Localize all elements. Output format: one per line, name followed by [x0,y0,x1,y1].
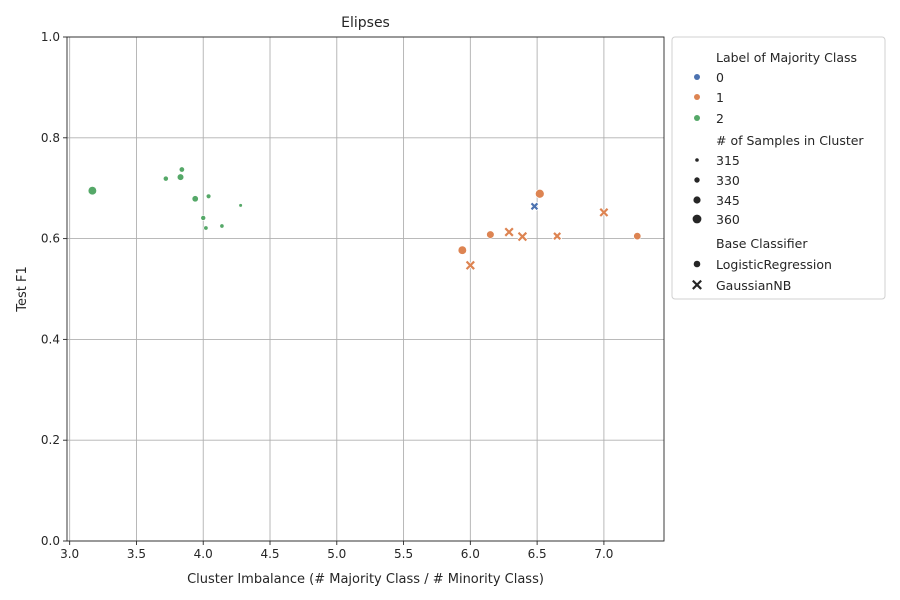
data-points [87,166,642,271]
data-point-x-stroke [517,231,528,242]
legend-hue-marker [694,94,700,100]
data-point-x-stroke [504,227,514,237]
chart-title: Elipses [341,15,390,31]
legend-size-label: 345 [716,193,740,208]
data-point-circle [191,195,199,203]
y-tick-label: 0.8 [41,131,60,145]
data-point-x-stroke [465,260,475,270]
y-tick-label: 1.0 [41,30,60,44]
legend-style-label: GaussianNB [716,278,791,293]
legend-hue-marker [694,115,700,121]
data-point-x [529,201,540,212]
legend-size-title: # of Samples in Cluster [716,133,864,148]
data-point-x-stroke [553,232,562,241]
legend-size-label: 315 [716,153,740,168]
legend-hue-marker [694,74,700,80]
data-point-circle [633,232,642,241]
legend-size-label: 330 [716,173,740,188]
x-tick-label: 5.5 [394,547,413,561]
data-point-circle [178,166,185,173]
y-axis-title: Test F1 [15,266,30,312]
legend-style-circle-marker [693,260,701,268]
data-point-circle [486,230,495,239]
x-axis: 3.0 3.5 4.0 4.5 5.0 5.5 6.0 6.5 7.0 [60,541,613,561]
y-tick-label: 0.6 [41,232,60,246]
legend-size-marker [693,196,701,204]
plot-area-frame [66,36,665,542]
x-tick-label: 4.5 [260,547,279,561]
legend-size-marker [695,158,699,162]
data-point-circle [176,173,185,181]
data-point-x-stroke [599,207,609,217]
y-tick-label: 0.0 [41,534,60,548]
data-point-x [598,206,610,218]
y-tick-label: 0.4 [41,332,60,346]
legend-hue-label: 2 [716,111,724,126]
x-tick-label: 3.0 [60,547,79,561]
data-point-x-stroke [530,202,539,211]
x-tick-label: 5.0 [327,547,346,561]
y-axis: 0.0 0.2 0.4 0.6 0.8 1.0 [41,30,67,548]
data-point-x [516,230,529,243]
legend-size-marker [694,177,700,183]
x-tick-label: 3.5 [127,547,146,561]
x-axis-title: Cluster Imbalance (# Majority Class / # … [187,572,544,587]
data-point-x [552,231,563,242]
x-tick-label: 7.0 [594,547,613,561]
legend-style-x-marker [692,279,702,290]
x-tick-label: 4.0 [194,547,213,561]
x-tick-label: 6.0 [461,547,480,561]
legend-hue-label: 0 [716,70,724,85]
legend-hue-label: 1 [716,90,724,105]
data-point-circle [200,215,207,221]
legend-size-label: 360 [716,212,740,227]
y-tick-label: 0.2 [41,433,60,447]
legend-size-marker [692,214,702,224]
data-point-circle [238,203,243,208]
legend-style-title: Base Classifier [716,236,808,251]
data-point-circle [203,225,209,231]
legend-hue-title: Label of Majority Class [716,50,857,65]
data-point-circle [87,186,98,196]
data-point-circle [162,175,169,182]
data-point-x [503,226,515,238]
data-point-circle [219,223,225,229]
data-point-circle [205,193,212,200]
data-point-x [464,259,476,271]
data-point-circle [534,188,545,199]
legend: Label of Majority Class 0 1 2 # of Sampl… [671,36,886,300]
x-tick-label: 6.5 [528,547,547,561]
grid-lines [67,36,664,542]
data-point-circle [457,245,467,255]
legend-frame [671,36,886,300]
legend-style-label: LogisticRegression [716,257,832,272]
